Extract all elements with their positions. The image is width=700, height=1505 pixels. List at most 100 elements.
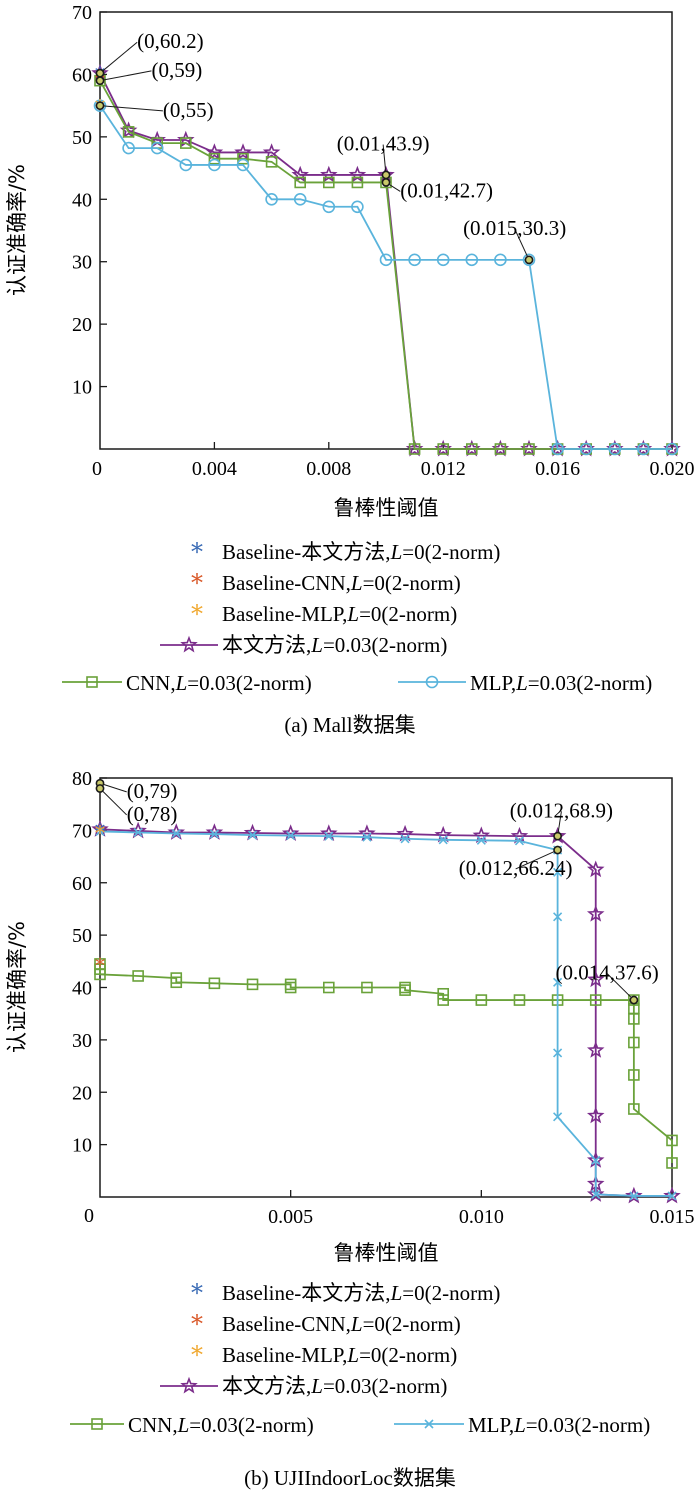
annotation-dot [524,255,534,265]
legend-l: L [350,571,363,595]
y-tick-label: 60 [72,873,92,895]
legend-marker-baseline-mlp: * [191,1341,203,1369]
data-point-mlp [629,1191,639,1201]
legend-label: 本文方法, [222,1374,311,1398]
legend-marker [91,1418,103,1430]
x-tick-label: 0.004 [192,458,237,480]
data-point-mlp [171,828,181,839]
legend-item-baseline-mlp: * Baseline-MLP,L=0(2-norm) [191,1341,457,1369]
origin-label: 0 [92,458,102,480]
annotation-label: (0,59) [151,58,202,82]
annotation-dot [95,68,105,78]
data-point-mlp [465,253,479,267]
data-point-cnn [628,1103,640,1115]
baseline-point-mlp: * [95,820,105,844]
legend-value: =0.03(2-norm) [528,671,652,695]
data-point-ours [396,824,414,842]
annotation-dot [553,831,562,841]
legend-marker [424,1419,434,1429]
legend-l: L [390,1281,403,1305]
legend-item-ours: 本文方法,L=0.03(2-norm) [160,1374,447,1398]
data-point-mlp [247,830,258,840]
legend-l: L [515,671,528,695]
legend-label: Baseline-本文方法, [222,1281,391,1305]
annotation-leader [382,144,387,175]
legend-marker-baseline-ours: * [191,1279,203,1307]
data-point-mlp [522,253,536,267]
data-point-cnn [180,137,192,149]
legend-marker [425,675,439,689]
legend-label: MLP, [468,1413,514,1437]
annotation-label: (0.015,30.3) [463,216,566,240]
legend-label: 本文方法, [222,633,311,657]
data-point-cnn [246,978,259,991]
svg-text:Baseline-CNN,L=0(2-norm): Baseline-CNN,L=0(2-norm) [222,1312,461,1336]
data-point-mlp [591,1155,601,1165]
legend-marker-group [425,675,439,689]
data-point-mlp [436,253,450,267]
annotation-leader [99,70,152,82]
legend-marker-baseline-mlp: * [191,600,203,628]
y-tick-label: 60 [72,64,92,86]
y-axis-label: 认证准确率/% [5,921,29,1053]
data-point-ours [167,823,186,840]
y-tick-label: 20 [72,1082,92,1104]
legend-item-baseline-cnn: * Baseline-CNN,L=0(2-norm) [191,569,461,597]
data-point-cnn [208,977,221,990]
y-tick-label: 50 [72,127,92,149]
y-tick-label: 40 [72,978,92,1000]
caption-a: (a) Mall数据集 [284,713,415,737]
data-point-ours [586,970,605,988]
data-point-ours [472,826,491,844]
legend-value: =0(2-norm) [402,1281,500,1305]
data-point-cnn [523,443,535,455]
y-tick-label: 20 [72,314,92,336]
data-point-cnn [265,156,278,168]
data-point-cnn [589,994,602,1006]
data-point-mlp [591,1189,601,1199]
data-point-mlp [122,141,135,155]
svg-text:CNN,L=0.03(2-norm): CNN,L=0.03(2-norm) [126,671,312,695]
annotation-label: (0,60.2) [137,29,204,53]
data-point-mlp [400,834,410,844]
data-point-ours [586,904,605,922]
data-point-mlp [133,827,143,838]
svg-text:MLP,L=0.03(2-norm): MLP,L=0.03(2-norm) [468,1413,650,1437]
legend-marker-group [86,676,98,688]
x-tick-label: 0.008 [306,458,351,480]
data-point-cnn [361,981,373,994]
data-point-mlp [324,831,334,841]
legend-item-cnn: CNN,L=0.03(2-norm) [62,671,312,695]
legend-item-baseline-mlp: * Baseline-MLP,L=0(2-norm) [191,600,457,628]
legend-label: CNN, [128,1413,178,1437]
data-point-mlp [494,253,507,267]
data-point-ours [205,143,224,160]
x-tick-label: 0.015 [650,1206,695,1228]
plot-frame [99,11,673,450]
data-point-ours [434,825,452,843]
legend-item-mlp: MLP,L=0.03(2-norm) [398,671,652,695]
chart-panel-b: 0.005 0.010 0.015 10 20 30 40 50 60 70 80 * * * (0,79)… [5,768,695,1490]
baseline-point-ours: * [95,818,105,842]
data-point-cnn [437,987,450,1000]
data-point-mlp [179,158,193,172]
legend-value: =0(2-norm) [363,571,461,595]
data-point-cnn [408,443,421,455]
annotation-leader [99,41,138,74]
annotation-label: (0,55) [163,98,214,122]
annotation-dot [629,995,639,1005]
data-point-mlp [476,835,486,845]
series-line-mlp [99,105,672,450]
legend-marker [180,1376,198,1394]
data-point-cnn [628,1036,640,1049]
y-tick-label: 10 [72,377,92,399]
svg-text:CNN,L=0.03(2-norm): CNN,L=0.03(2-norm) [128,1413,314,1437]
legend-value: =0(2-norm) [363,1312,461,1336]
annotation-label: (0,79) [127,779,178,803]
legend-marker-group [91,1418,103,1430]
legend-label: MLP, [470,671,516,695]
annotation-dot [553,845,562,855]
annotation-label: (0,78) [127,802,178,826]
series-line-ours [99,828,672,1197]
